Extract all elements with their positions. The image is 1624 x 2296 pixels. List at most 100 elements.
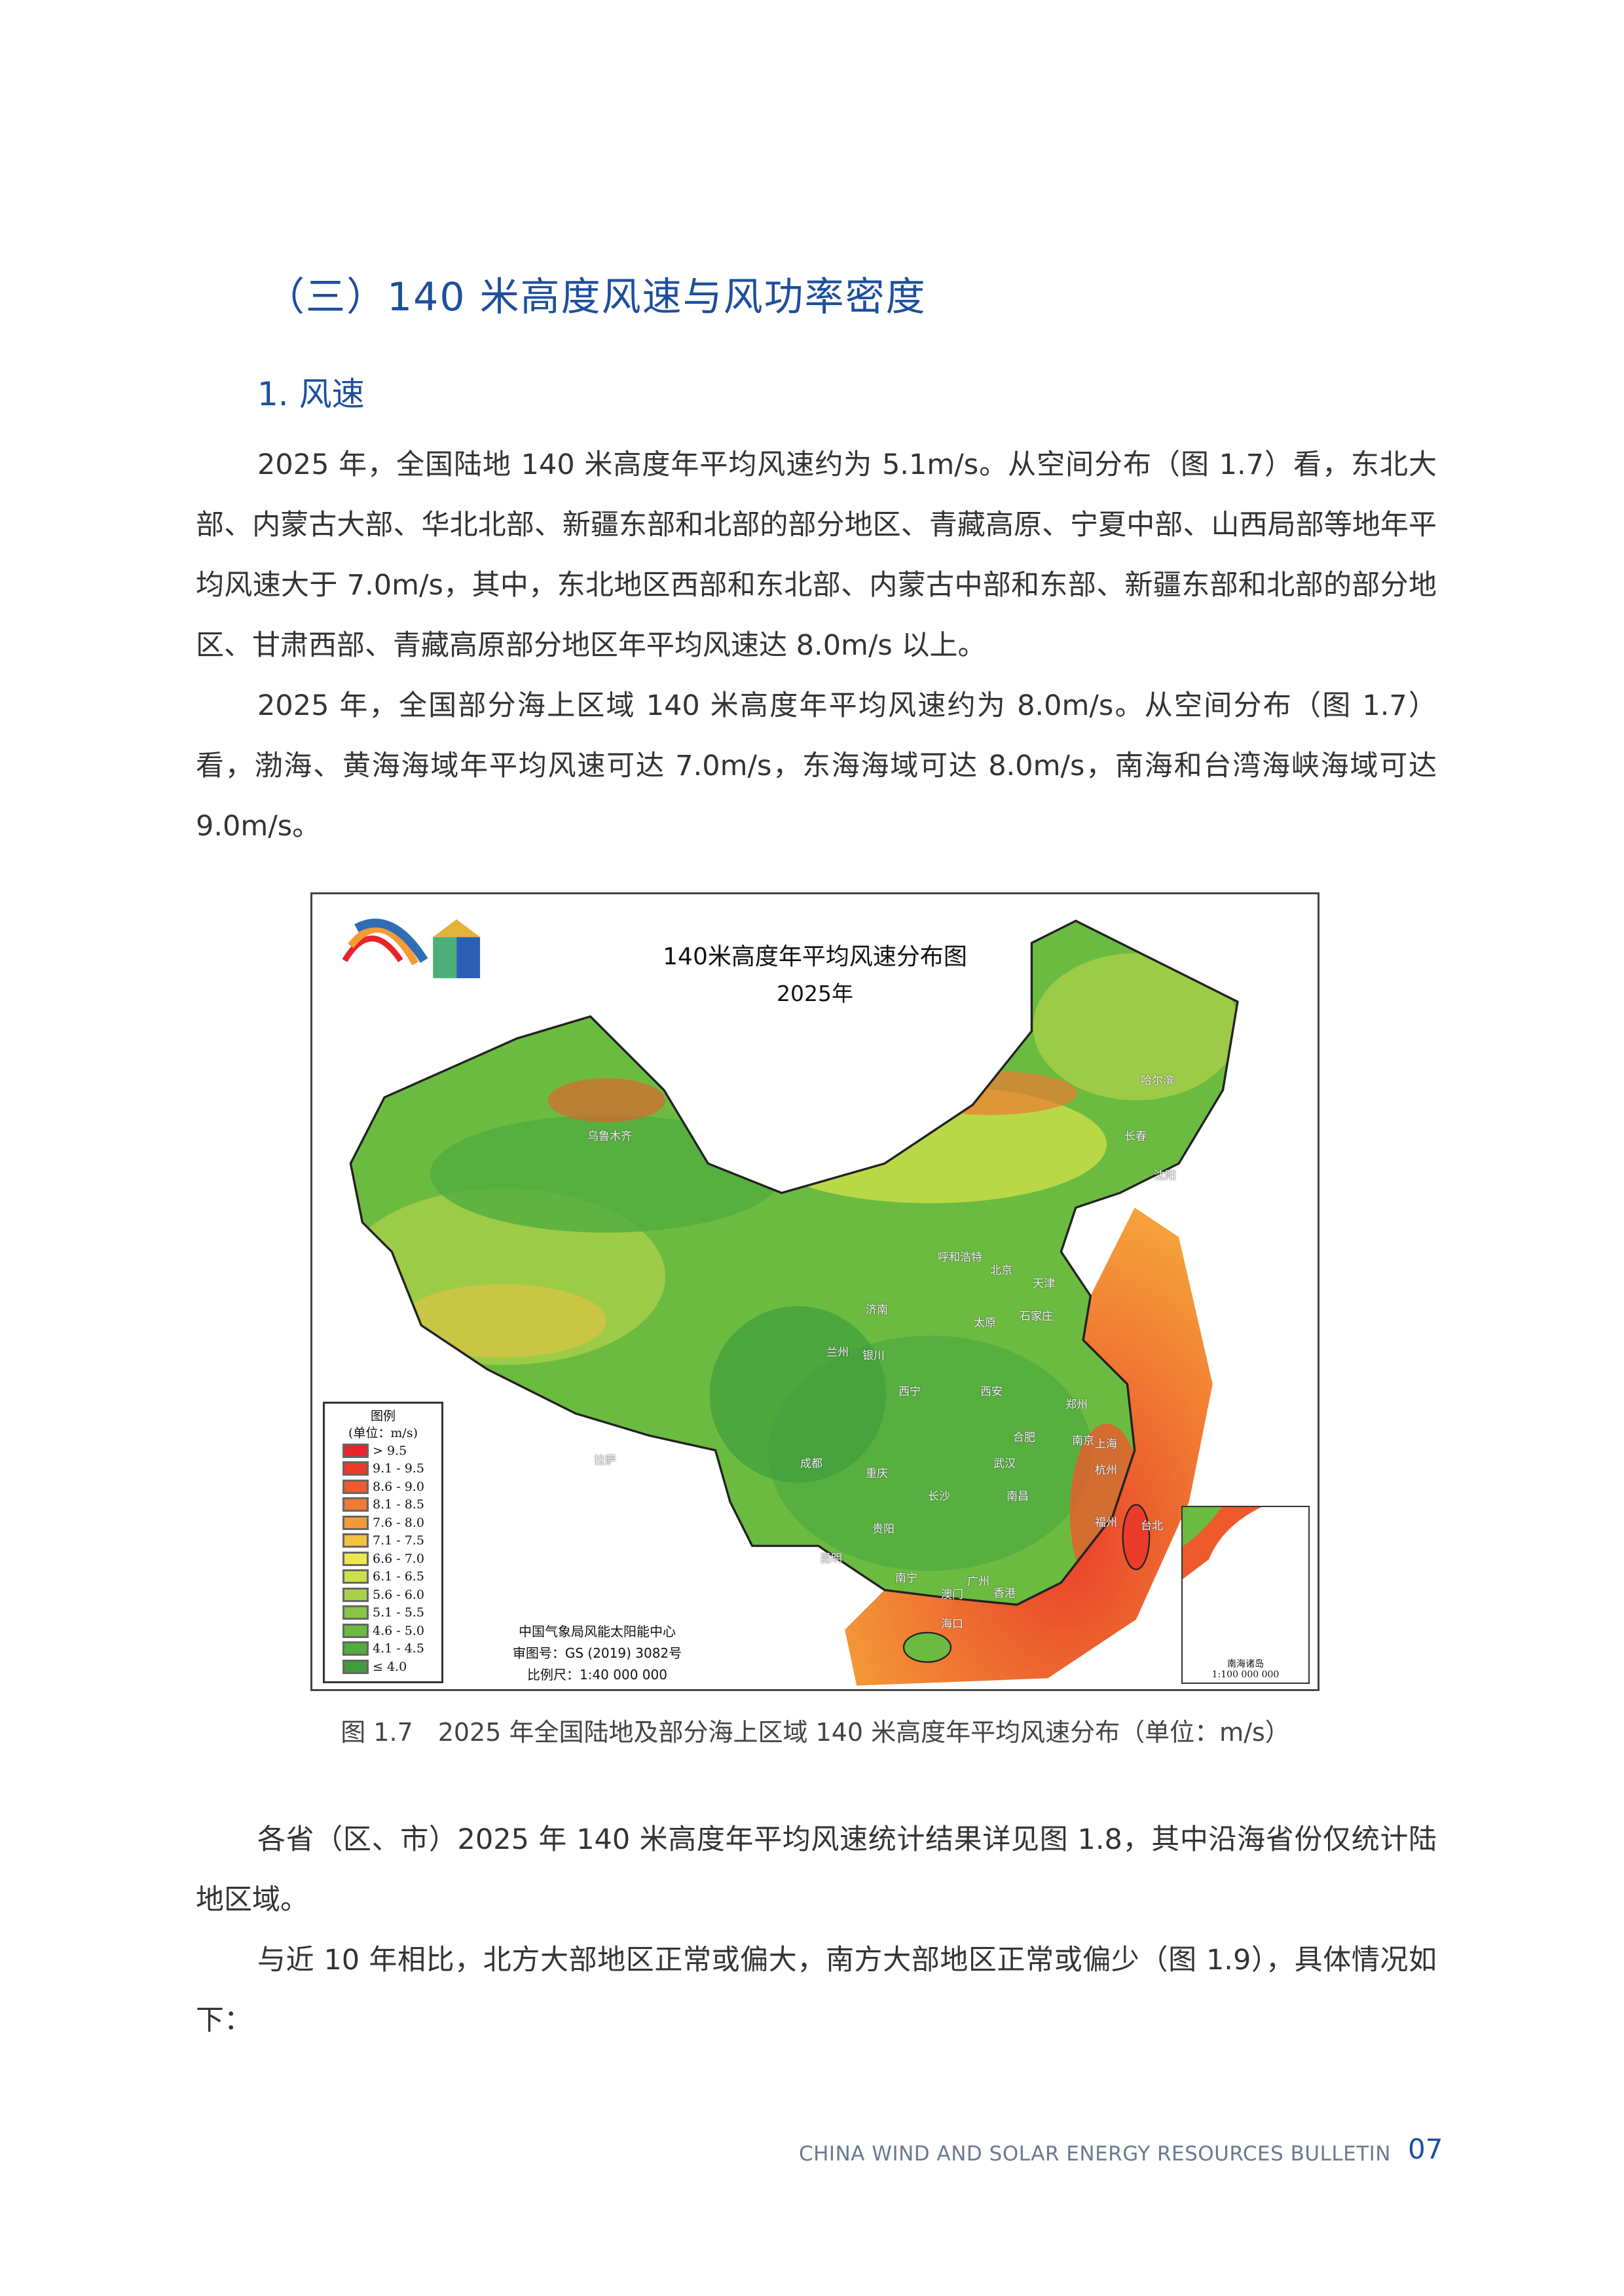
legend-item: 5.1 - 5.5 — [325, 1604, 441, 1622]
legend-label: 5.1 - 5.5 — [373, 1605, 424, 1620]
sea-wind-zone — [845, 1207, 1213, 1686]
city-label: 香港 — [993, 1587, 1016, 1600]
legend-label: 8.6 - 9.0 — [373, 1479, 424, 1494]
legend-swatch — [342, 1479, 369, 1494]
legend-label: 8.1 - 8.5 — [373, 1497, 424, 1512]
credit-scale: 比例尺：1:40 000 000 — [527, 1667, 667, 1683]
paragraph: 各省（区、市）2025 年 140 米高度年平均风速统计结果详见图 1.8，其中… — [196, 1823, 1437, 1916]
inset-label: 南海诸岛 — [1227, 1659, 1264, 1669]
legend-swatch — [342, 1497, 369, 1512]
legend-unit: (单位：m/s) — [348, 1426, 418, 1440]
city-label: 广州 — [967, 1575, 989, 1588]
legend-item: 4.1 - 4.5 — [325, 1640, 441, 1658]
city-label: 哈尔滨 — [1141, 1074, 1174, 1087]
legend-item: 9.1 - 9.5 — [325, 1460, 441, 1478]
city-label: 太原 — [974, 1317, 996, 1330]
paragraph: 2025 年，全国陆地 140 米高度年平均风速约为 5.1m/s。从空间分布（… — [196, 448, 1437, 662]
legend-label: 7.6 - 8.0 — [373, 1515, 424, 1530]
city-label: 贵阳 — [872, 1523, 895, 1536]
city-label: 合肥 — [1013, 1431, 1035, 1444]
city-label: 银川 — [862, 1349, 885, 1362]
map-year: 2025年 — [777, 981, 853, 1006]
legend-label: 7.1 - 7.5 — [373, 1533, 424, 1548]
legend-swatch — [342, 1641, 369, 1656]
city-label: 沈阳 — [1154, 1169, 1176, 1182]
taiwan — [1122, 1504, 1151, 1571]
legend-label: ≤ 4.0 — [373, 1659, 407, 1674]
legend-item: 8.1 - 8.5 — [325, 1496, 441, 1514]
city-label: 长春 — [1124, 1130, 1147, 1143]
legend-swatch — [342, 1605, 369, 1620]
legend-item: ≤ 4.0 — [325, 1658, 441, 1676]
legend-label: 5.6 - 6.0 — [373, 1587, 424, 1602]
footer-title: CHINA WIND AND SOLAR ENERGY RESOURCES BU… — [798, 2142, 1391, 2166]
paragraph: 与近 10 年相比，北方大部地区正常或偏大，南方大部地区正常或偏少（图 1.9）… — [196, 1944, 1437, 2037]
city-label: 南昌 — [1006, 1490, 1029, 1503]
city-label: 天津 — [1033, 1277, 1055, 1290]
legend-swatch — [342, 1443, 369, 1458]
legend-item: > 9.5 — [325, 1442, 441, 1460]
city-label: 郑州 — [1065, 1398, 1088, 1412]
legend-label: 4.6 - 5.0 — [373, 1623, 424, 1638]
city-label: 台北 — [1141, 1520, 1163, 1533]
wind-speed-map: 140米高度年平均风速分布图 2025年 乌鲁木齐拉萨 哈尔滨长春沈阳呼和浩特 北京… — [310, 892, 1320, 1691]
city-label: 福州 — [1095, 1516, 1117, 1529]
south-china-sea-inset: 南海诸岛 1:100 000 000 — [1181, 1506, 1310, 1684]
legend-swatch — [342, 1515, 369, 1530]
section-heading: （三）140 米高度风速与风功率密度 — [265, 274, 927, 320]
subheading: 1. 风速 — [257, 375, 365, 413]
legend-swatch — [342, 1623, 369, 1638]
city-label: 西安 — [980, 1385, 1003, 1398]
city-label: 武汉 — [993, 1457, 1016, 1470]
city-label: 西宁 — [898, 1385, 921, 1398]
figure-caption: 图 1.7 2025 年全国陆地及部分海上区域 140 米高度年平均风速分布（单… — [341, 1718, 1290, 1747]
legend-swatch — [342, 1659, 369, 1674]
city-label: 乌鲁木齐 — [587, 1130, 632, 1143]
legend-label: 9.1 - 9.5 — [373, 1461, 424, 1476]
city-label: 南京 — [1072, 1434, 1094, 1448]
hainan — [902, 1631, 952, 1663]
credit-review: 审图号：GS (2019) 3082号 — [512, 1645, 682, 1661]
legend-item: 6.1 - 6.5 — [325, 1568, 441, 1586]
city-label: 杭州 — [1095, 1464, 1117, 1477]
paragraph: 2025 年，全国部分海上区域 140 米高度年平均风速约为 8.0m/s。从空… — [196, 689, 1437, 843]
legend-label: 4.1 - 4.5 — [373, 1641, 424, 1656]
legend-swatch — [342, 1569, 369, 1584]
city-label: 昆明 — [820, 1552, 842, 1565]
city-label: 上海 — [1095, 1438, 1117, 1451]
city-label: 海口 — [941, 1618, 963, 1631]
legend-title: 图例 — [370, 1409, 396, 1423]
credit-org: 中国气象局风能太阳能中心 — [519, 1624, 676, 1639]
legend-swatch — [342, 1587, 369, 1602]
legend-item: 6.6 - 7.0 — [325, 1550, 441, 1568]
city-label: 拉萨 — [594, 1454, 616, 1467]
page-number: 07 — [1408, 2133, 1443, 2165]
legend-label: 6.6 - 7.0 — [373, 1551, 424, 1566]
legend-item: 8.6 - 9.0 — [325, 1478, 441, 1496]
legend-item: 4.6 - 5.0 — [325, 1622, 441, 1640]
logo — [342, 919, 481, 979]
legend-swatch — [342, 1461, 369, 1476]
legend-item: 5.6 - 6.0 — [325, 1586, 441, 1604]
city-label: 长沙 — [928, 1490, 950, 1503]
city-label: 兰州 — [826, 1346, 849, 1359]
legend-swatch — [342, 1551, 369, 1566]
city-label: 重庆 — [866, 1467, 888, 1480]
city-label: 济南 — [866, 1303, 888, 1317]
legend-swatch — [342, 1533, 369, 1548]
legend-label: > 9.5 — [373, 1443, 407, 1458]
city-label: 北京 — [990, 1264, 1012, 1277]
city-label: 澳门 — [941, 1588, 963, 1601]
map-title: 140米高度年平均风速分布图 — [663, 943, 967, 970]
city-label: 南宁 — [895, 1572, 917, 1585]
map-legend: 图例 (单位：m/s) > 9.5 9.1 - 9.5 8.6 - 9.0 8.1 -… — [323, 1402, 443, 1683]
legend-item: 7.1 - 7.5 — [325, 1532, 441, 1550]
city-label: 呼和浩特 — [938, 1251, 982, 1264]
city-label: 成都 — [800, 1457, 822, 1470]
map-credits: 中国气象局风能太阳能中心 审图号：GS (2019) 3082号 比例尺：1:4… — [489, 1621, 705, 1686]
city-label: 石家庄 — [1020, 1310, 1053, 1323]
legend-label: 6.1 - 6.5 — [373, 1569, 424, 1584]
legend-item: 7.6 - 8.0 — [325, 1514, 441, 1532]
inset-scale: 1:100 000 000 — [1211, 1669, 1280, 1680]
china-map-graphic — [342, 919, 1239, 1686]
